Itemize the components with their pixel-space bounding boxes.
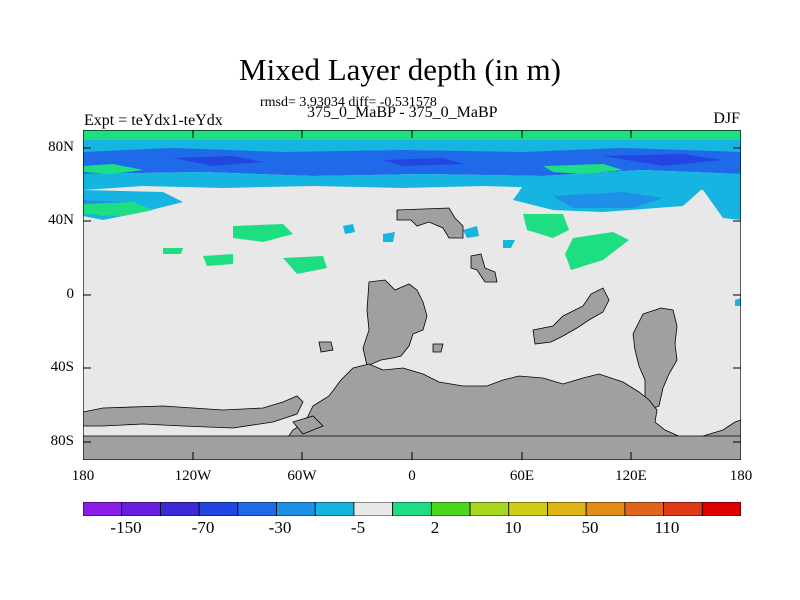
colorbar-box — [276, 502, 316, 516]
pacific-green-patch-a — [233, 224, 293, 242]
colorbar-label-neg150: -150 — [110, 518, 142, 537]
colorbar-box — [508, 502, 548, 516]
colorbar-label-10: 10 — [504, 518, 522, 537]
lon-label-180w: 180 — [71, 468, 95, 484]
small-island-a — [318, 341, 334, 353]
lon-label-180e: 180 — [729, 468, 753, 484]
lon-label-60w: 60W — [287, 468, 317, 484]
stats-line: rmsd= 3.93034 diff= -0.531578 — [260, 95, 437, 110]
colorbar-box — [198, 502, 239, 516]
lat-label-80s: 80S — [50, 433, 74, 449]
colorbar-box — [314, 502, 355, 516]
colorbar-box — [160, 502, 200, 516]
pacific-green-patch-b — [283, 256, 327, 274]
colorbar-box — [353, 502, 394, 516]
antarctic-edge-step — [292, 415, 324, 435]
europe-landmass — [396, 207, 464, 239]
colorbar-label-110: 110 — [654, 518, 680, 537]
africa-tongue — [532, 287, 610, 345]
colorbar-label-neg5: -5 — [350, 518, 366, 537]
tick-marks — [83, 130, 741, 460]
greenland-green-patch — [83, 164, 143, 174]
experiment-label: Expt = teYdx1-teYdx — [84, 112, 223, 129]
north-atlantic-green-patch — [543, 164, 623, 174]
subarctic-deep-band — [173, 154, 723, 166]
north-africa-islands — [470, 253, 498, 283]
colorbar-box — [83, 502, 123, 516]
antarctic-strip — [83, 435, 741, 460]
america-landmass — [362, 279, 428, 367]
midlat-mid-blue — [83, 192, 663, 214]
colorbar-label-50: 50 — [581, 518, 599, 537]
period-label: 375_0_MaBP - 375_0_MaBP — [307, 104, 498, 121]
lat-label-0: 0 — [66, 286, 75, 302]
lat-label-80n: 80N — [48, 139, 74, 155]
colorbar-box — [624, 502, 664, 516]
colorbar-box — [663, 502, 703, 516]
atlantic-green-patch — [523, 214, 569, 238]
midlat-blue-region — [83, 182, 741, 220]
small-island-b — [432, 343, 444, 353]
southwest-arm — [83, 395, 304, 429]
colorbar-box — [121, 502, 161, 516]
season-label: DJF — [713, 110, 740, 127]
colorbar-box — [585, 502, 626, 516]
colorbar — [83, 502, 741, 516]
colorbar-box — [237, 502, 277, 516]
colorbar-box — [469, 502, 510, 516]
colorbar-box — [547, 502, 587, 516]
lon-label-120w: 120W — [174, 468, 212, 484]
lat-label-40n: 40N — [48, 212, 74, 228]
map-panel — [83, 130, 741, 460]
lon-label-60e: 60E — [509, 468, 535, 484]
colorbar-box — [430, 502, 471, 516]
colorbar-box — [392, 502, 432, 516]
pacific-green-patch-c — [163, 248, 233, 266]
arctic-band-b — [83, 140, 741, 152]
lon-label-0: 0 — [408, 468, 416, 484]
colorbar-box — [701, 502, 741, 516]
lon-label-120e: 120E — [615, 468, 647, 484]
indian-green-patch — [565, 232, 629, 270]
map-title: Mixed Layer depth (in m) — [239, 52, 561, 87]
colorbar-label-2: 2 — [430, 518, 440, 537]
east-landmass — [632, 307, 678, 411]
colorbar-label-neg30: -30 — [268, 518, 292, 537]
lat-label-40s: 40S — [50, 359, 74, 375]
north-pacific-green — [83, 202, 153, 216]
colorbar-label-neg70: -70 — [191, 518, 215, 537]
